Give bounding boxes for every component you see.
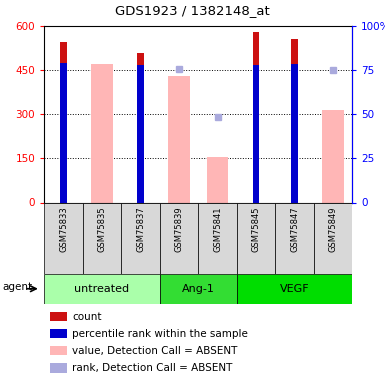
Bar (314, 202, 352, 274)
Text: GSM75837: GSM75837 (136, 206, 145, 252)
Bar (198, 202, 237, 274)
Bar (237, 274, 352, 304)
Bar (207, 157, 228, 203)
Bar (60, 63, 67, 68)
Text: GDS1923 / 1382148_at: GDS1923 / 1382148_at (115, 4, 270, 17)
Bar (137, 53, 144, 202)
Text: GSM75833: GSM75833 (59, 206, 68, 252)
Bar (121, 202, 160, 274)
Bar (323, 110, 344, 202)
Bar (237, 202, 275, 274)
Bar (275, 202, 314, 274)
Bar (137, 65, 144, 203)
Bar (60, 42, 67, 203)
Bar (253, 65, 259, 203)
Bar (60, 63, 67, 202)
Text: rank, Detection Call = ABSENT: rank, Detection Call = ABSENT (72, 363, 233, 373)
Text: agent: agent (2, 282, 32, 292)
Bar (291, 64, 298, 202)
Bar (137, 65, 144, 69)
Text: GSM75835: GSM75835 (97, 206, 107, 252)
Bar (160, 274, 237, 304)
Bar (83, 202, 121, 274)
Bar (44, 202, 83, 274)
Text: GSM75841: GSM75841 (213, 206, 222, 252)
Text: count: count (72, 312, 102, 322)
Text: GSM75849: GSM75849 (328, 206, 338, 252)
Bar (253, 32, 259, 203)
Text: percentile rank within the sample: percentile rank within the sample (72, 328, 248, 339)
Text: untreated: untreated (74, 284, 130, 294)
Bar (160, 202, 198, 274)
Bar (92, 64, 113, 203)
Text: Ang-1: Ang-1 (182, 284, 215, 294)
Text: VEGF: VEGF (280, 284, 309, 294)
Bar (253, 65, 259, 70)
Bar (50, 312, 67, 321)
Bar (50, 329, 67, 338)
Bar (44, 274, 160, 304)
Bar (50, 363, 67, 372)
Bar (50, 346, 67, 355)
Bar (291, 39, 298, 203)
Text: GSM75847: GSM75847 (290, 206, 299, 252)
Bar (291, 64, 298, 68)
Bar (169, 76, 190, 202)
Text: value, Detection Call = ABSENT: value, Detection Call = ABSENT (72, 346, 238, 356)
Text: GSM75839: GSM75839 (174, 206, 184, 252)
Text: GSM75845: GSM75845 (251, 206, 261, 252)
